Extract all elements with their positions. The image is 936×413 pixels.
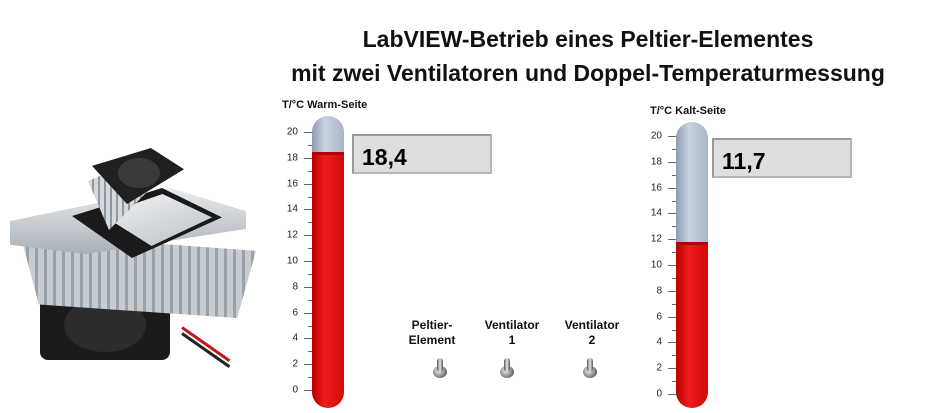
tick-label: 2 <box>656 362 662 374</box>
switch-label-fan-2-line1: Ventilator <box>564 318 620 332</box>
cold-temperature-readout: 11,7 <box>712 138 852 178</box>
warm-mercury-fill <box>312 152 344 408</box>
minor-tick-mark <box>308 299 312 301</box>
minor-tick-mark <box>308 196 312 198</box>
tick-label: 14 <box>286 203 298 215</box>
tick-mark <box>668 265 676 266</box>
tick-mark <box>668 161 676 163</box>
cold-thermometer <box>676 122 708 408</box>
tick-mark <box>668 316 676 318</box>
switch-lever <box>437 358 443 372</box>
switch-label-fan-2: Ventilator 2 <box>556 318 628 348</box>
tick-label: 6 <box>292 307 298 319</box>
warm-gauge-label: T/°C Warm-Seite <box>282 99 368 111</box>
tick-mark <box>668 239 676 241</box>
minor-tick-mark <box>308 351 312 353</box>
minor-tick-mark <box>672 226 676 228</box>
switch-base <box>433 366 447 378</box>
tick-label: 6 <box>656 311 662 323</box>
tick-label: 12 <box>650 233 662 245</box>
tick-mark <box>304 261 312 262</box>
switch-lever <box>504 358 510 372</box>
cold-mercury-fill <box>676 243 708 408</box>
title-line-1: LabVIEW-Betrieb eines Peltier-Elementes <box>362 26 814 52</box>
fan-2-switch[interactable] <box>583 358 597 378</box>
minor-tick-mark <box>308 222 312 224</box>
tick-mark <box>668 342 676 344</box>
tick-mark <box>304 364 312 366</box>
tick-label: 2 <box>292 358 298 370</box>
tick-mark <box>304 183 312 185</box>
tick-mark <box>304 235 312 237</box>
tick-label: 0 <box>292 384 298 396</box>
tick-label: 18 <box>650 156 662 168</box>
minor-tick-mark <box>308 377 312 379</box>
tick-label: 10 <box>286 255 298 267</box>
title-line-2: mit zwei Ventilatoren und Doppel-Tempera… <box>291 60 885 86</box>
cold-gauge-label: T/°C Kalt-Seite <box>650 105 726 117</box>
tick-label: 8 <box>656 285 662 297</box>
switch-label-peltier-line1: Peltier- <box>411 318 453 332</box>
minor-tick-mark <box>672 355 676 357</box>
tick-mark <box>668 290 676 292</box>
tick-label: 8 <box>292 281 298 293</box>
tick-label: 16 <box>650 182 662 194</box>
minor-tick-mark <box>308 248 312 250</box>
minor-tick-mark <box>308 144 312 146</box>
tick-label: 16 <box>286 178 298 190</box>
fan-1-switch[interactable] <box>500 358 514 378</box>
peltier-cooler-photo <box>6 148 258 380</box>
tick-label: 20 <box>650 130 662 142</box>
tick-mark <box>668 187 676 189</box>
tick-mark <box>304 157 312 159</box>
switch-base <box>500 366 514 378</box>
minor-tick-mark <box>308 170 312 172</box>
peltier-element-switch[interactable] <box>433 358 447 378</box>
minor-tick-mark <box>672 277 676 279</box>
tick-label: 18 <box>286 152 298 164</box>
minor-tick-mark <box>308 325 312 327</box>
switch-label-peltier: Peltier- Element <box>396 318 468 348</box>
tick-mark <box>668 368 676 370</box>
tick-label: 12 <box>286 229 298 241</box>
tick-mark <box>304 390 312 391</box>
minor-tick-mark <box>672 329 676 331</box>
tick-label: 0 <box>656 388 662 400</box>
minor-tick-mark <box>672 174 676 176</box>
switch-base <box>583 366 597 378</box>
switch-label-peltier-line2: Element <box>408 333 456 347</box>
tick-mark <box>668 213 676 215</box>
tick-mark <box>304 312 312 314</box>
tick-mark <box>304 338 312 340</box>
cold-gauge-scale: 20 18 16 14 12 10 8 6 4 2 0 <box>640 131 676 406</box>
tick-mark <box>668 394 676 395</box>
tick-label: 10 <box>650 259 662 271</box>
switch-lever <box>587 358 593 372</box>
tick-label: 4 <box>292 332 298 344</box>
mercury-level-line <box>676 242 708 246</box>
minor-tick-mark <box>672 200 676 202</box>
minor-tick-mark <box>672 148 676 150</box>
tick-label: 4 <box>656 336 662 348</box>
warm-gauge-scale: 20 18 16 14 12 10 8 6 4 2 0 <box>276 127 312 402</box>
switch-label-fan-2-line2: 2 <box>588 333 596 347</box>
minor-tick-mark <box>672 252 676 254</box>
warm-thermometer <box>312 116 344 408</box>
warm-temperature-readout: 18,4 <box>352 134 492 174</box>
minor-tick-mark <box>672 381 676 383</box>
minor-tick-mark <box>672 303 676 305</box>
tick-mark <box>304 209 312 211</box>
tick-mark <box>304 132 312 133</box>
tick-mark <box>304 286 312 288</box>
switch-label-fan-1-line2: 1 <box>508 333 516 347</box>
mercury-level-line <box>312 151 344 155</box>
tick-label: 20 <box>286 126 298 138</box>
switch-label-fan-1: Ventilator 1 <box>476 318 548 348</box>
tick-mark <box>668 136 676 137</box>
tick-label: 14 <box>650 207 662 219</box>
minor-tick-mark <box>308 273 312 275</box>
switch-label-fan-1-line1: Ventilator <box>484 318 540 332</box>
